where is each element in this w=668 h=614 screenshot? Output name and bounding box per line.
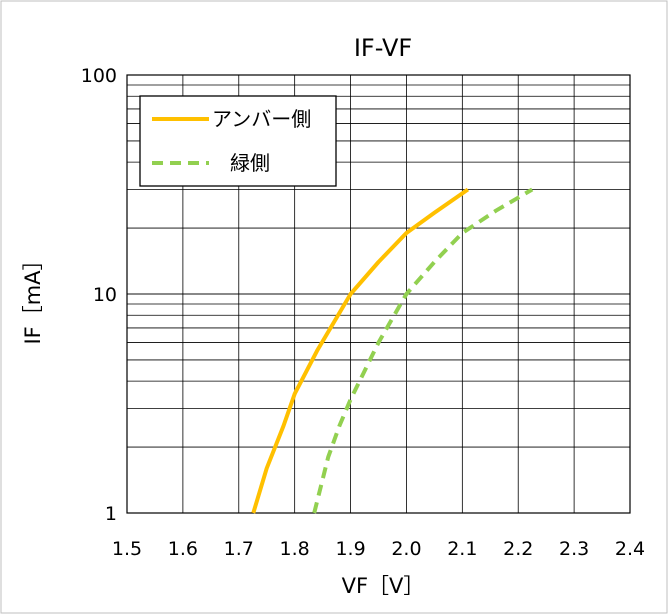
x-tick-label: 1.7 [224, 538, 254, 560]
legend: アンバー側 緑側 [139, 95, 337, 187]
y-axis-label: IF［mA］ [21, 249, 45, 344]
x-tick-label: 1.5 [112, 538, 142, 560]
chart-title: IF-VF [354, 34, 412, 62]
y-tick-label: 100 [81, 65, 117, 87]
series-line-amber [251, 187, 470, 514]
plot-area [126, 74, 631, 514]
y-tick-label: 1 [105, 503, 117, 525]
x-tick-label: 2.0 [391, 538, 421, 560]
y-tick-label: 10 [93, 284, 117, 306]
series-layer [251, 187, 534, 514]
tick-labels: 1.5 1.6 1.7 1.8 1.9 2.0 2.1 2.2 2.3 2.4 1 10 100 [81, 65, 645, 560]
legend-label-green: 緑側 [230, 151, 270, 175]
x-axis-label: VF［V］ [342, 574, 425, 598]
x-tick-label: 1.8 [280, 538, 310, 560]
series-line-green [312, 187, 534, 514]
x-tick-label: 1.6 [168, 538, 198, 560]
x-tick-label: 2.1 [447, 538, 477, 560]
x-tick-label: 2.4 [615, 538, 645, 560]
legend-label-amber: アンバー側 [212, 107, 311, 131]
x-tick-label: 2.2 [503, 538, 533, 560]
x-tick-label: 2.3 [559, 538, 589, 560]
legend-box [139, 95, 337, 187]
x-tick-label: 1.9 [335, 538, 365, 560]
